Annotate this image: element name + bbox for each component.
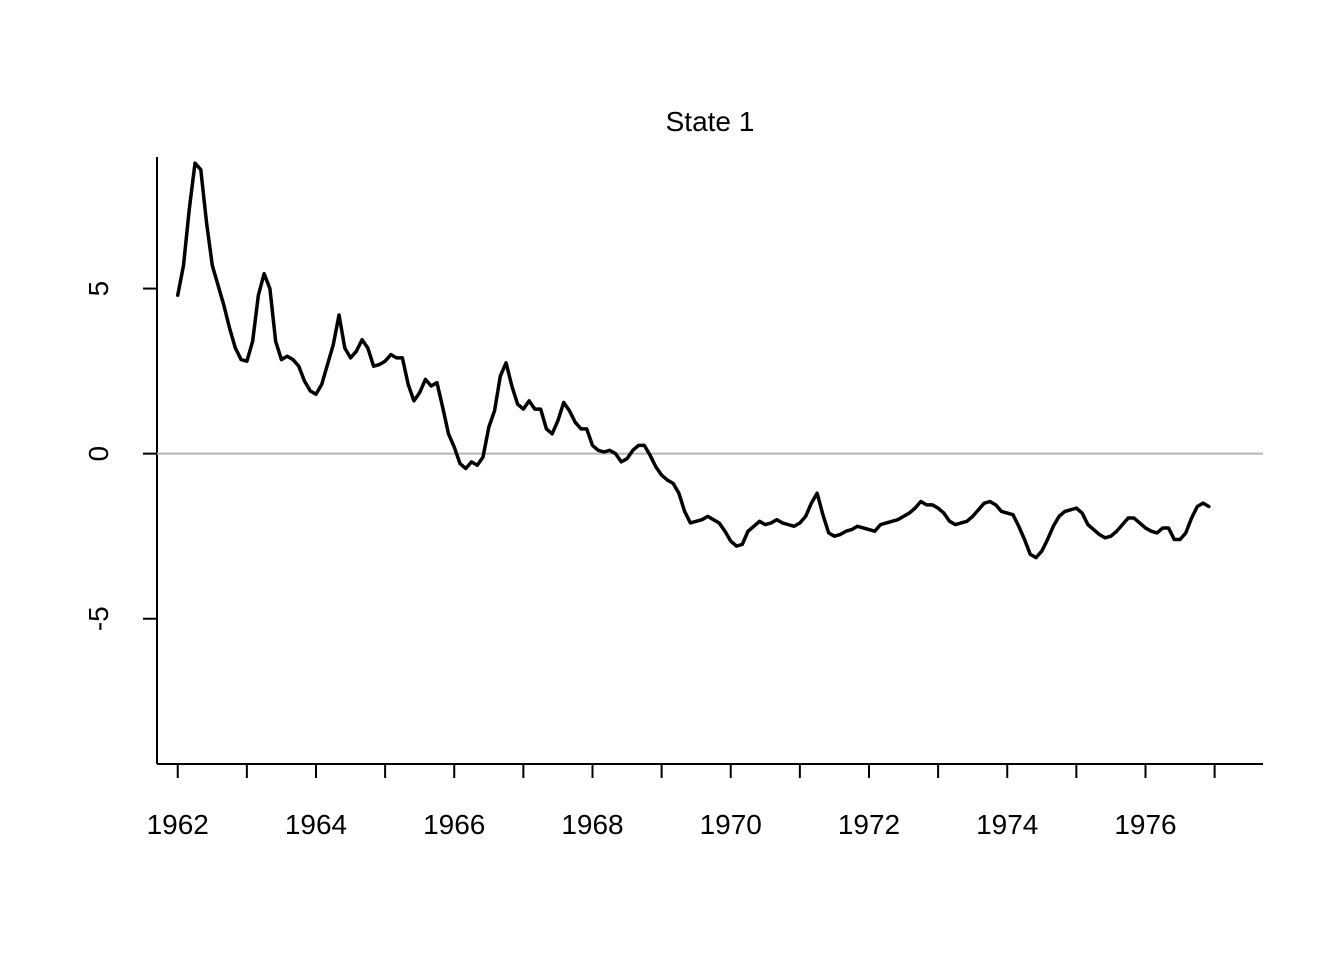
y-tick-label: 0 — [83, 446, 114, 462]
x-tick-label: 1970 — [700, 809, 762, 840]
series-layer — [175, 161, 1211, 560]
chart-title: State 1 — [666, 106, 755, 137]
x-tick-label: 1964 — [285, 809, 347, 840]
x-tick-label: 1974 — [976, 809, 1038, 840]
x-tick-label: 1962 — [147, 809, 209, 840]
x-tick-label: 1968 — [561, 809, 623, 840]
series-line — [175, 161, 1211, 560]
x-tick-label: 1976 — [1114, 809, 1176, 840]
y-axis-ticks: 5 0 -5 — [83, 281, 157, 631]
y-tick-label: 5 — [83, 281, 114, 297]
x-axis-ticks: 1962 1964 1966 1968 1970 1972 1974 1976 — [147, 764, 1216, 840]
x-tick-label: 1972 — [838, 809, 900, 840]
x-tick-label: 1966 — [423, 809, 485, 840]
y-tick-label: -5 — [83, 606, 114, 631]
